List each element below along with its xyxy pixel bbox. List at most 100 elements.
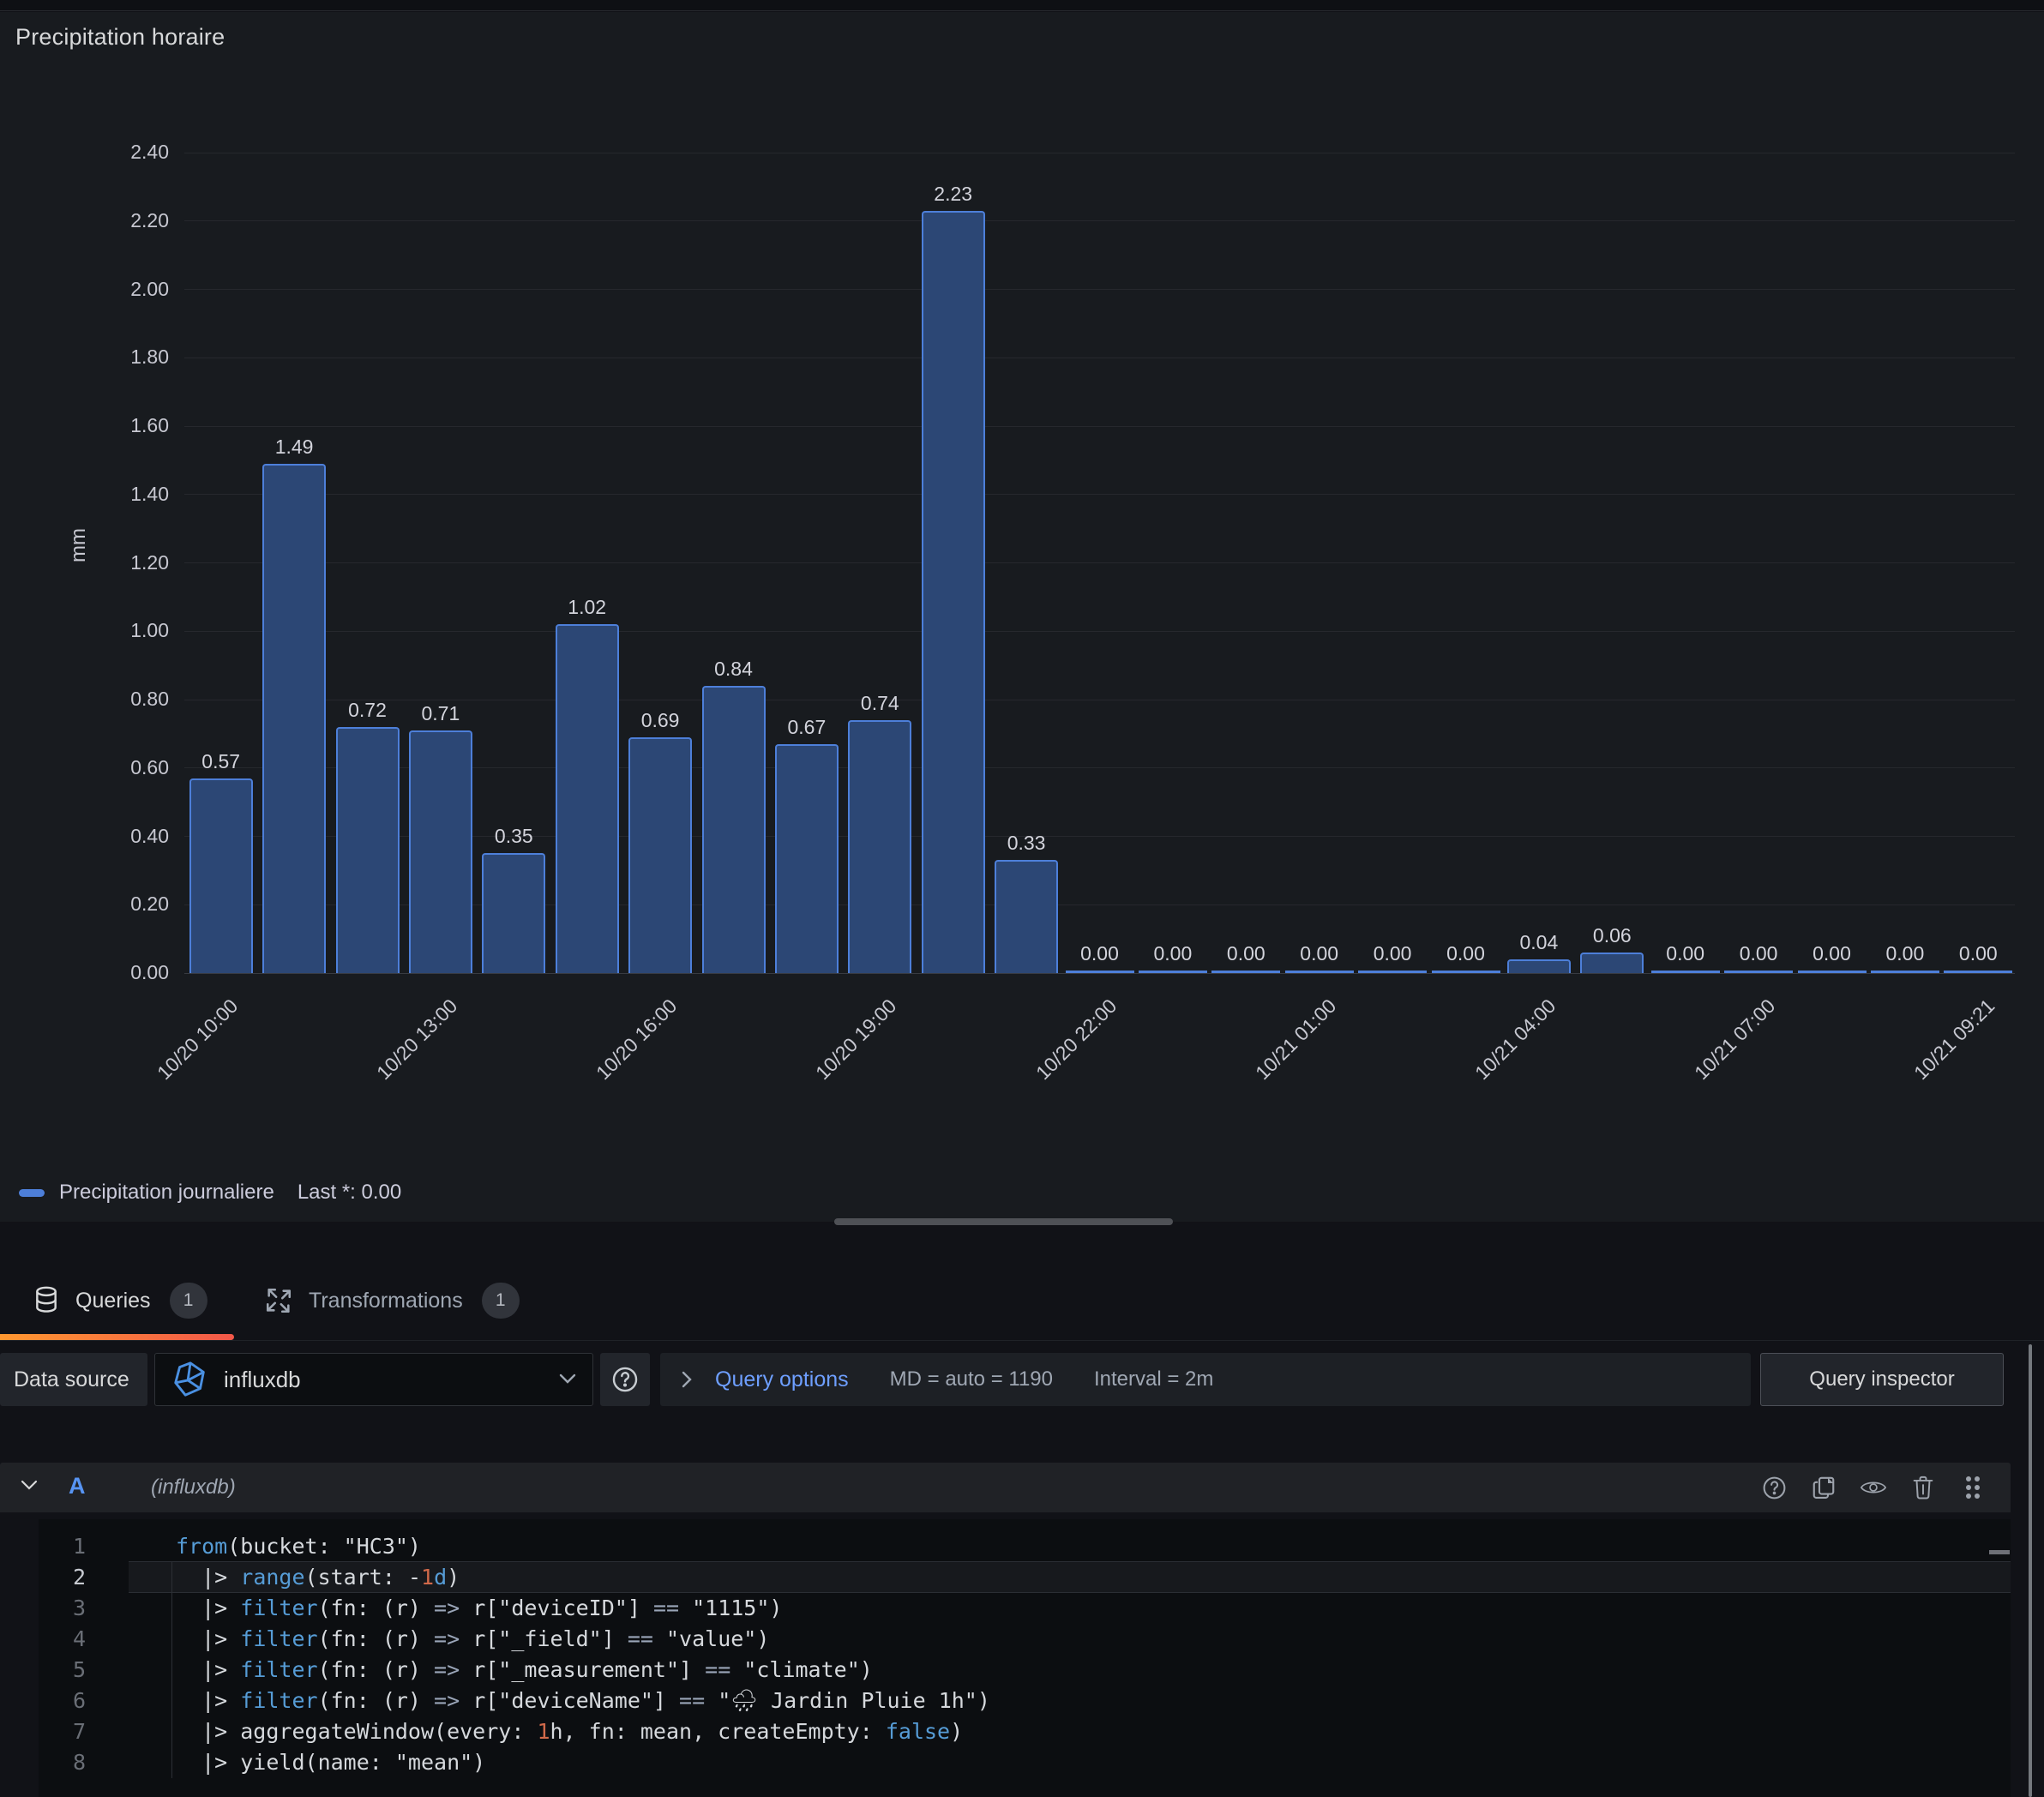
y-tick-label: 2.00 <box>130 277 169 300</box>
query-inspector-label: Query inspector <box>1809 1367 1955 1391</box>
code-line[interactable]: 7 |> aggregateWindow(every: 1h, fn: mean… <box>39 1716 2011 1747</box>
query-row-actions <box>1760 1463 1987 1512</box>
bar-value-label: 0.00 <box>1885 942 1925 965</box>
bar[interactable] <box>1138 971 1207 973</box>
bar-value-label: 0.00 <box>1958 942 1998 965</box>
bar[interactable] <box>1506 959 1571 973</box>
datasource-help-button[interactable] <box>600 1353 650 1406</box>
y-tick-label: 1.40 <box>130 482 169 505</box>
bar[interactable] <box>1211 971 1281 973</box>
x-tick-label: 10/20 22:00 <box>1031 995 1121 1085</box>
legend-swatch <box>19 1188 45 1197</box>
line-number: 1 <box>72 1534 86 1559</box>
bar[interactable] <box>189 778 253 973</box>
code-line[interactable]: 2 |> range(start: -1d) <box>39 1562 2011 1593</box>
code-editor[interactable]: 1 from(bucket: "HC3") 2 |> range(start: -1… <box>39 1519 2011 1797</box>
database-icon <box>33 1285 60 1316</box>
bar[interactable] <box>1944 971 2013 973</box>
y-gridline <box>184 836 2015 837</box>
bar[interactable] <box>1431 971 1500 973</box>
bar-value-label: 0.00 <box>1739 942 1778 965</box>
bar-value-label: 0.69 <box>640 708 680 731</box>
code-line[interactable]: 5 |> filter(fn: (r) => r["_measurement"]… <box>39 1655 2011 1686</box>
trash-icon[interactable] <box>1909 1474 1937 1501</box>
bar[interactable] <box>1650 971 1720 973</box>
code-line[interactable]: 3 |> filter(fn: (r) => r["deviceID"] == … <box>39 1593 2011 1624</box>
code-line[interactable]: 1 from(bucket: "HC3") <box>39 1531 2011 1562</box>
code-text: |> filter(fn: (r) => r["deviceID"] == "1… <box>176 1596 783 1620</box>
y-tick-label: 1.80 <box>130 346 169 369</box>
bar-value-label: 0.00 <box>1813 942 1851 965</box>
tab-queries[interactable]: Queries 1 <box>33 1267 207 1334</box>
y-tick-label: 1.00 <box>130 619 169 642</box>
bar[interactable] <box>1797 971 1867 973</box>
indent-guide <box>171 1562 172 1778</box>
query-inspector-button[interactable]: Query inspector <box>1760 1353 2004 1406</box>
y-gridline <box>184 494 2015 496</box>
panel-title: Precipitation horaire <box>15 24 225 50</box>
bar[interactable] <box>555 624 619 973</box>
bar[interactable] <box>921 210 985 973</box>
query-options-header[interactable]: Query options MD = auto = 1190 Interval … <box>660 1353 1751 1406</box>
editor-scroll-indicator[interactable] <box>1989 1550 2010 1554</box>
code-line[interactable]: 8 |> yield(name: "mean") <box>39 1747 2011 1778</box>
bar-value-label: 2.23 <box>934 182 973 205</box>
bar[interactable] <box>995 860 1059 973</box>
bar-value-label: 0.74 <box>860 691 899 714</box>
bar[interactable] <box>335 726 400 973</box>
query-datasource-hint: (influxdb) <box>151 1475 236 1499</box>
query-row-header[interactable]: A (influxdb) <box>0 1463 2011 1512</box>
y-tick-label: 0.80 <box>130 688 169 710</box>
bar-value-label: 1.49 <box>274 435 314 458</box>
y-gridline <box>184 630 2015 632</box>
bar-value-label: 0.00 <box>1080 942 1119 965</box>
horizontal-scrollbar[interactable] <box>834 1218 1173 1225</box>
bar[interactable] <box>482 853 546 973</box>
bar[interactable] <box>848 719 912 973</box>
bar-value-label: 0.06 <box>1592 924 1632 947</box>
bar[interactable] <box>1358 971 1428 973</box>
vertical-scrollbar[interactable] <box>2029 1344 2032 1797</box>
bar[interactable] <box>628 736 693 973</box>
bar[interactable] <box>701 686 766 973</box>
chevron-down-icon[interactable] <box>21 1480 38 1491</box>
datasource-select[interactable]: influxdb <box>154 1353 593 1406</box>
code-line[interactable]: 6 |> filter(fn: (r) => r["deviceName"] =… <box>39 1686 2011 1716</box>
y-gridline <box>184 562 2015 563</box>
y-tick-label: 0.00 <box>130 961 169 983</box>
legend-series-name[interactable]: Precipitation journaliere <box>59 1181 274 1204</box>
y-tick-label: 0.40 <box>130 824 169 847</box>
query-toolbar: Data source influxdb <box>0 1353 2044 1406</box>
bar[interactable] <box>1065 971 1134 973</box>
line-number: 2 <box>72 1565 86 1590</box>
code-line[interactable]: 4 |> filter(fn: (r) => r["_field"] == "v… <box>39 1624 2011 1655</box>
bar[interactable] <box>408 730 472 973</box>
line-number: 8 <box>72 1750 86 1775</box>
eye-icon[interactable] <box>1860 1474 1887 1501</box>
top-edge <box>0 0 2044 11</box>
tabs-divider <box>0 1340 2044 1341</box>
tab-transformations-badge: 1 <box>481 1283 520 1319</box>
bar[interactable] <box>1724 971 1794 973</box>
copy-icon[interactable] <box>1810 1474 1837 1501</box>
question-circle-icon[interactable] <box>1760 1474 1788 1501</box>
line-number: 7 <box>72 1719 86 1744</box>
bar[interactable] <box>1284 971 1354 973</box>
tab-transformations[interactable]: Transformations 1 <box>264 1267 520 1334</box>
bar[interactable] <box>774 743 839 973</box>
bar[interactable] <box>262 463 327 973</box>
legend-item[interactable]: Precipitation journaliere Last *: 0.00 <box>19 1175 401 1210</box>
bar-value-label: 0.00 <box>1300 942 1339 965</box>
bar-value-label: 1.02 <box>568 596 607 619</box>
drag-handle-icon[interactable] <box>1959 1474 1987 1501</box>
bar-value-label: 0.72 <box>348 698 387 721</box>
bar-value-label: 0.84 <box>714 658 753 681</box>
y-tick-label: 2.20 <box>130 208 169 231</box>
chevron-down-icon <box>558 1373 577 1385</box>
x-tick-label: 10/20 13:00 <box>371 995 462 1085</box>
bar[interactable] <box>1580 953 1644 973</box>
y-tick-label: 0.20 <box>130 892 169 916</box>
chart-plot: 2.40 2.20 2.00 1.80 1.60 1.40 1.20 1.00 0.80 0.60… <box>0 12 2044 1222</box>
datasource-value: influxdb <box>224 1366 301 1392</box>
bar[interactable] <box>1870 971 1939 973</box>
